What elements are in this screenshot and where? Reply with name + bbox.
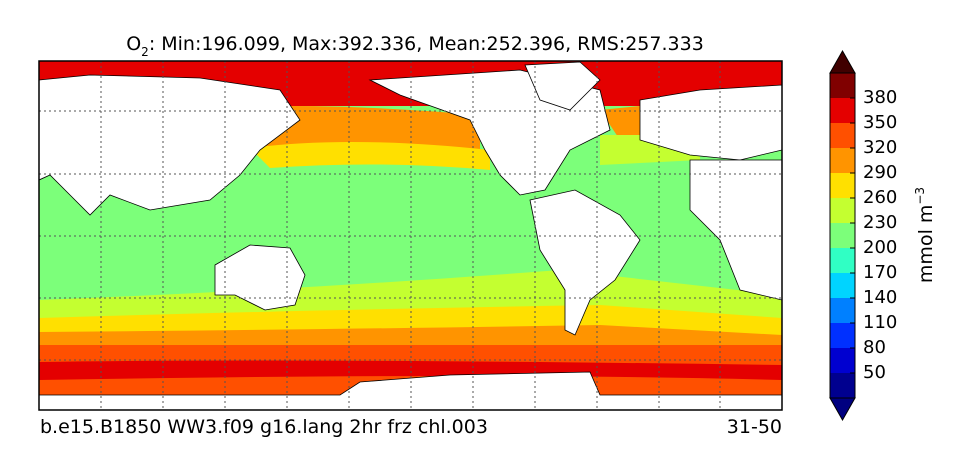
colorbar-tick-label: 110 bbox=[863, 312, 897, 333]
title-species: O bbox=[126, 33, 141, 55]
colorbar-bin bbox=[830, 348, 855, 373]
land bbox=[214, 244, 306, 311]
graticule bbox=[39, 61, 782, 410]
colorbar-tick-label: 320 bbox=[863, 137, 897, 158]
colorbar-tick-label: 140 bbox=[863, 287, 897, 308]
colorbar-bin bbox=[830, 173, 855, 198]
land bbox=[39, 74, 301, 216]
units-base: mmol m bbox=[915, 205, 937, 283]
years: 31-50 bbox=[727, 416, 782, 438]
colorbar-tick-label: 260 bbox=[863, 187, 897, 208]
colorbar-over bbox=[829, 49, 856, 74]
colorbar-tick-label: 230 bbox=[863, 212, 897, 233]
land bbox=[529, 189, 641, 336]
colorbar-bin bbox=[830, 248, 855, 273]
colorbar: 50 80 110 140 170 200 230 260 290 320 350 380 bbox=[829, 49, 897, 422]
colorbar-tick-label: 200 bbox=[863, 237, 897, 258]
colorbar-bin bbox=[830, 323, 855, 348]
title-subscript: 2 bbox=[141, 45, 149, 59]
colorbar-bin bbox=[830, 273, 855, 298]
colorbar-bin bbox=[830, 148, 855, 173]
colorbar-under bbox=[829, 397, 856, 422]
land bbox=[689, 159, 782, 301]
ocean-band bbox=[250, 141, 490, 170]
colorbar-bin bbox=[830, 223, 855, 248]
map-frame bbox=[38, 60, 783, 411]
colorbar-bin bbox=[830, 298, 855, 323]
colorbar-tick-label: 290 bbox=[863, 162, 897, 183]
colorbar-bin bbox=[830, 373, 855, 398]
colorbar-frame bbox=[829, 72, 856, 399]
title-stats: : Min:196.099, Max:392.336, Mean:252.396… bbox=[149, 33, 704, 55]
colorbar-bin bbox=[830, 73, 855, 98]
map bbox=[38, 60, 783, 411]
colorbar-bin bbox=[830, 123, 855, 148]
units-superscript: −3 bbox=[913, 187, 927, 205]
land bbox=[639, 84, 782, 161]
colorbar-bin bbox=[830, 98, 855, 123]
colorbar-tick-label: 350 bbox=[863, 112, 897, 133]
colorbar-units: mmol m−3 bbox=[913, 187, 937, 283]
colorbar-bin bbox=[830, 198, 855, 223]
colorbar-tick-label: 380 bbox=[863, 87, 897, 108]
ocean-band bbox=[39, 360, 782, 380]
land bbox=[524, 61, 601, 111]
case-name: b.e15.B1850 WW3.f09 g16.lang 2hr frz chl… bbox=[40, 416, 488, 438]
title: O2: Min:196.099, Max:392.336, Mean:252.3… bbox=[126, 33, 704, 59]
colorbar-tick-label: 80 bbox=[863, 337, 886, 358]
colorbar-tick-label: 170 bbox=[863, 262, 897, 283]
colorbar-tick-label: 50 bbox=[863, 362, 886, 383]
